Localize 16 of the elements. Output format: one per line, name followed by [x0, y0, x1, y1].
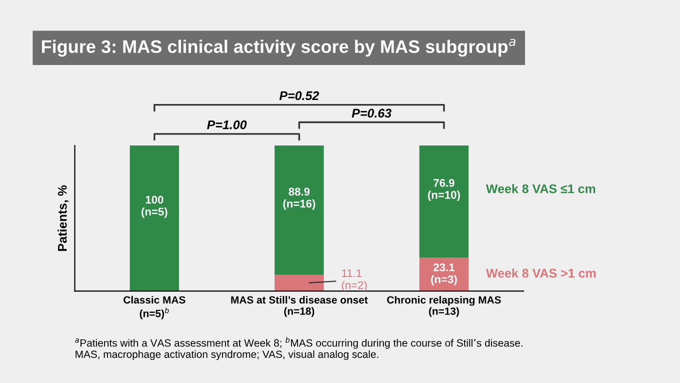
series-label: Week 8 VAS ≤1 cm	[486, 184, 596, 194]
data-label: 88.9 (n=16)	[283, 188, 316, 210]
text: P=1.00	[207, 120, 247, 130]
x-tick-label: Chronic relapsing MAS (n=13)	[387, 296, 501, 317]
y-axis-title: Patients, %	[58, 185, 69, 251]
data-label: 11.1 (n=2)	[342, 269, 367, 292]
text: P=0.52	[279, 91, 320, 100]
text: P=0.63	[352, 108, 392, 118]
data-label: 100 (n=5)	[142, 196, 168, 218]
x-tick-label: MAS at Still’s disease onset (n=18)	[231, 296, 368, 317]
text: $^{a}$Patients with a VAS assessment at Week 8; $^{b}$MAS occurring during the course of Still’s disease. MAS, macrophage activation syndrome; VAS, visual analog scale.	[75, 337, 522, 360]
x-tick-label: Classic MAS (n=5)$^{b}$	[124, 296, 186, 320]
data-label: 23.1 (n=3)	[431, 263, 457, 286]
series-label: Week 8 VAS >1 cm	[486, 268, 596, 278]
data-label: 76.9 (n=10)	[428, 178, 460, 202]
chart-title: Figure 3: MAS clinical activity score by MAS subgroup$^{a}$	[42, 38, 516, 57]
